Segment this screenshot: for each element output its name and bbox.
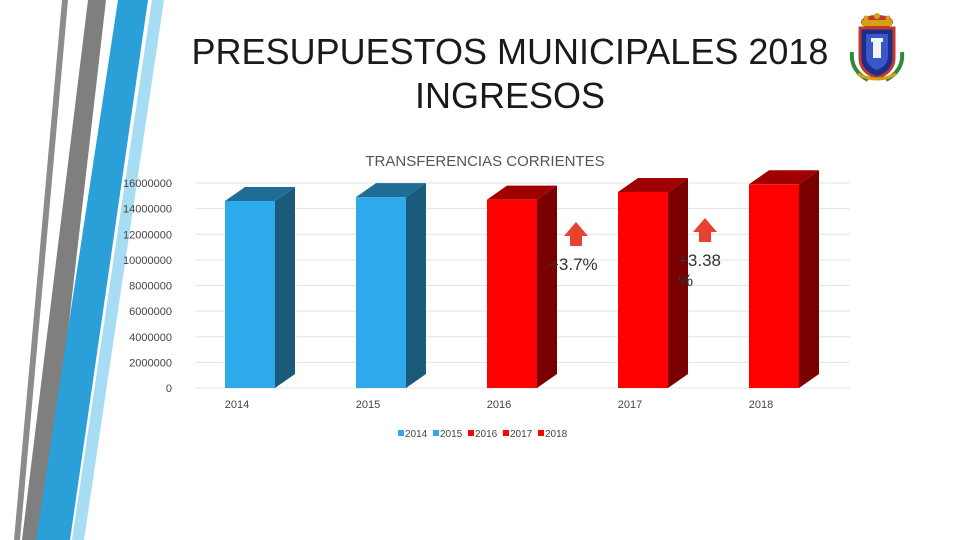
y-tick-label: 0 bbox=[166, 383, 172, 395]
gray-stripe bbox=[22, 0, 106, 540]
y-tick-label: 16000000 bbox=[123, 178, 172, 190]
x-axis-ticks: 2014 2015 2016 2017 2018 bbox=[225, 399, 773, 411]
y-tick-label: 8000000 bbox=[129, 281, 172, 293]
bar-side bbox=[668, 177, 688, 388]
legend-swatch bbox=[433, 430, 439, 436]
growth-unit-2018: % bbox=[678, 271, 694, 290]
title-line-2: INGRESOS bbox=[414, 75, 606, 116]
y-axis-ticks: 0 2000000 4000000 6000000 8000000 10000000 120… bbox=[123, 178, 172, 395]
bar-top bbox=[356, 183, 426, 198]
legend-label: 2015 bbox=[440, 429, 463, 440]
y-tick-label: 14000000 bbox=[123, 204, 172, 216]
bar-top bbox=[487, 185, 557, 200]
x-tick-label: 2018 bbox=[749, 399, 773, 411]
x-tick-label: 2014 bbox=[225, 399, 249, 411]
legend-label: 2014 bbox=[405, 429, 428, 440]
legend-swatch bbox=[503, 430, 509, 436]
bar-2017 bbox=[618, 177, 688, 388]
bars bbox=[225, 170, 819, 388]
blue-stripe bbox=[36, 0, 148, 540]
title-line-1: PRESUPUESTOS MUNICIPALES 2018 bbox=[191, 31, 829, 72]
y-tick-label: 10000000 bbox=[123, 255, 172, 267]
bar-front bbox=[618, 191, 668, 388]
up-arrow-icon bbox=[564, 222, 588, 246]
bar-side bbox=[799, 170, 819, 388]
y-tick-label: 12000000 bbox=[123, 229, 172, 241]
municipal-crest-logo bbox=[849, 13, 905, 82]
legend-label: 2018 bbox=[545, 429, 568, 440]
bar-front bbox=[225, 200, 275, 388]
growth-value-2018: +3.38 bbox=[678, 251, 722, 270]
bar-top bbox=[225, 186, 295, 201]
legend-swatch bbox=[538, 430, 544, 436]
bar-front bbox=[356, 197, 406, 388]
bar-top bbox=[618, 177, 688, 192]
bar-2014 bbox=[225, 186, 295, 388]
bar-front bbox=[487, 199, 537, 388]
bar-2016 bbox=[487, 185, 557, 388]
bar-2015 bbox=[356, 183, 426, 388]
y-tick-label: 4000000 bbox=[129, 332, 172, 344]
gray-stripe-thin bbox=[14, 0, 68, 540]
legend: 2014 2015 2016 2017 2018 bbox=[398, 429, 568, 440]
legend-label: 2016 bbox=[475, 429, 498, 440]
up-arrow-icon bbox=[693, 218, 717, 242]
blue-stripe-light bbox=[72, 0, 164, 540]
chart-title: TRANSFERENCIAS CORRIENTES bbox=[365, 153, 604, 170]
bar-front bbox=[749, 184, 799, 388]
bar-side bbox=[275, 186, 295, 388]
bar-2018 bbox=[749, 170, 819, 388]
x-tick-label: 2017 bbox=[618, 399, 642, 411]
bar-side bbox=[537, 185, 557, 388]
y-tick-label: 2000000 bbox=[129, 357, 172, 369]
growth-value-2017: +3.7% bbox=[549, 255, 598, 274]
growth-label-2017: +3.7% bbox=[549, 255, 598, 275]
x-tick-label: 2016 bbox=[487, 399, 511, 411]
bar-top bbox=[749, 170, 819, 185]
slide-title: PRESUPUESTOS MUNICIPALES 2018 INGRESOS bbox=[150, 30, 870, 118]
x-tick-label: 2015 bbox=[356, 399, 380, 411]
legend-label: 2017 bbox=[510, 429, 533, 440]
legend-swatch bbox=[398, 430, 404, 436]
y-tick-label: 6000000 bbox=[129, 306, 172, 318]
legend-swatch bbox=[468, 430, 474, 436]
bar-side bbox=[406, 183, 426, 388]
growth-label-2018: +3.38 % bbox=[678, 251, 721, 291]
